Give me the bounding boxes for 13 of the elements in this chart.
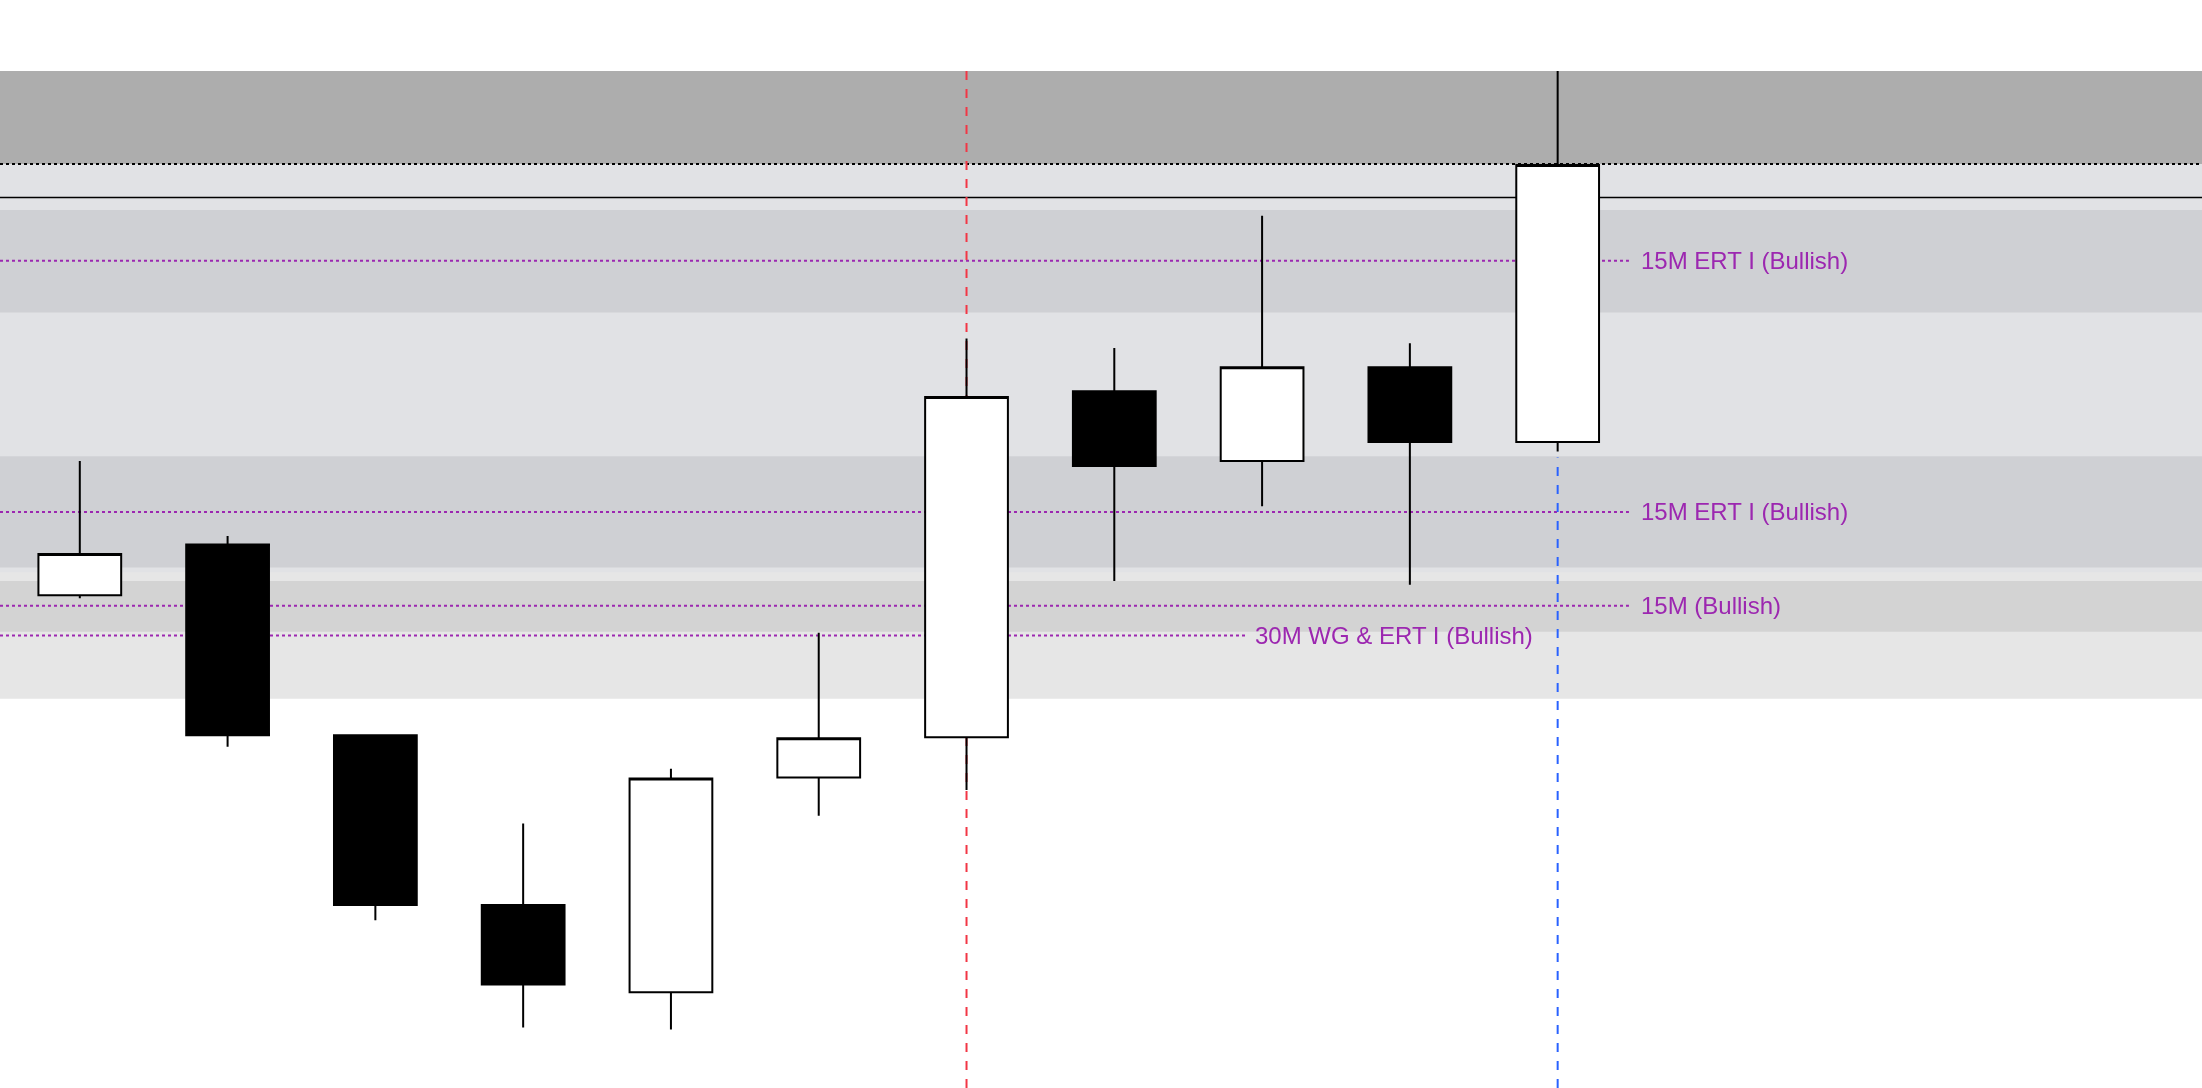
candlestick bbox=[480, 822, 566, 1029]
candlestick bbox=[332, 733, 418, 922]
candlestick bbox=[1367, 342, 1453, 586]
ref-line-label: 15M ERT I (Bullish) bbox=[1641, 498, 1849, 525]
candlestick bbox=[776, 631, 862, 817]
candlestick bbox=[1219, 214, 1305, 508]
candlestick bbox=[185, 534, 270, 748]
candlestick bbox=[628, 767, 714, 1031]
ref-line-label: 15M ERT I (Bullish) bbox=[1641, 247, 1849, 274]
ref-line-label: 15M (Bullish) bbox=[1641, 592, 1782, 619]
candlestick bbox=[37, 460, 123, 600]
ref-line-label: 30M WG & ERT I (Bullish) bbox=[1255, 622, 1533, 649]
candlestick bbox=[1071, 347, 1157, 582]
